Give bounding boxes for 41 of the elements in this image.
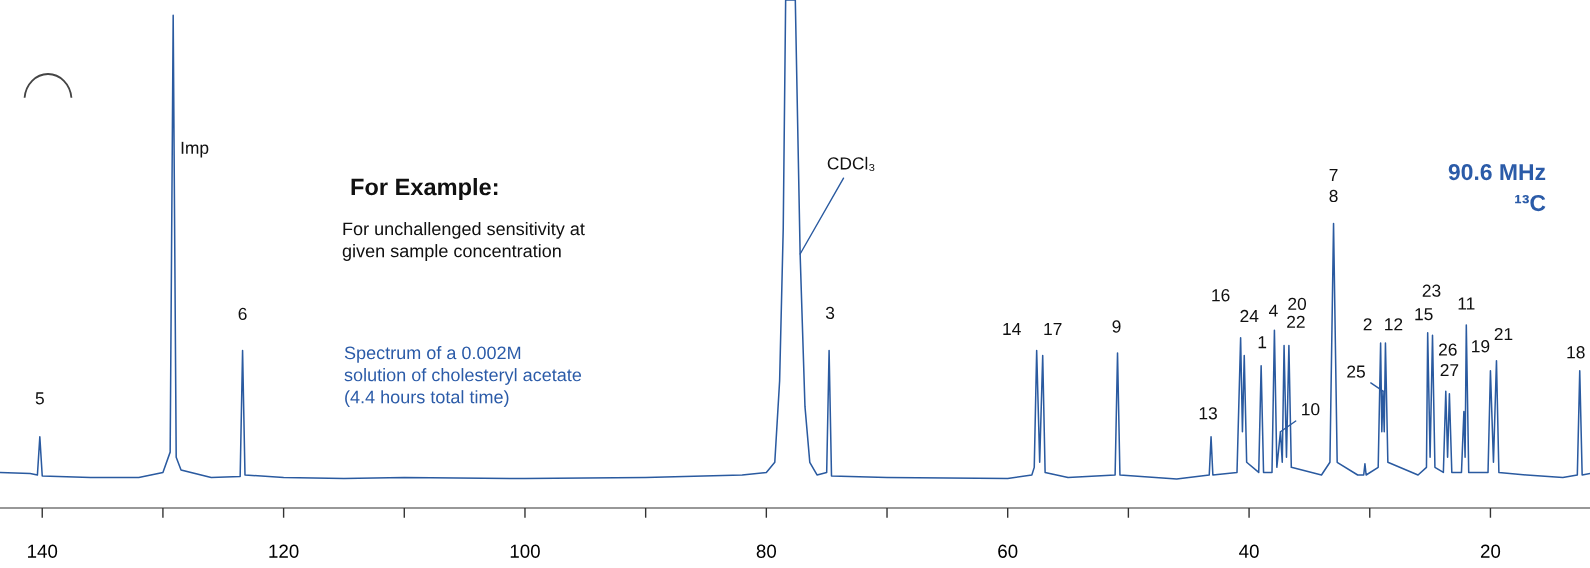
x-tick-label: 100 (510, 544, 540, 558)
annotation: 12 (1385, 318, 1403, 331)
annotation: 23 (1422, 284, 1441, 297)
annotation: 8 (1329, 189, 1338, 203)
annotation: 4 (1268, 304, 1278, 317)
annotation: 22 (1287, 315, 1305, 328)
annotation: ¹³C (1515, 194, 1546, 212)
annotation: 26 (1439, 343, 1457, 356)
annotation: 14 (1003, 322, 1021, 335)
annotation: For unchallenged sensitivity at given sample concentration (342, 222, 585, 261)
x-tick-label: 80 (756, 544, 777, 558)
annotation: 11 (1458, 297, 1475, 310)
annotation: 2 (1363, 318, 1372, 331)
x-tick-label: 20 (1480, 544, 1501, 558)
annotation: 90.6 MHz (1448, 163, 1546, 181)
annotation: 19 (1472, 340, 1490, 353)
annotation: 7 (1329, 168, 1338, 181)
annotation: 1 (1258, 336, 1267, 349)
annotation: CDCl₃ (827, 156, 875, 171)
annotation: 16 (1212, 289, 1230, 302)
annotation: For Example: (351, 178, 498, 200)
annotation: 9 (1112, 320, 1121, 333)
annotation: 13 (1199, 407, 1217, 420)
annotation: 18 (1567, 346, 1585, 359)
annotation: 3 (825, 306, 835, 320)
x-tick-label: 60 (998, 544, 1018, 558)
annotation: Spectrum of a 0.002M solution of cholesteryl acetate (4.4 hours total time) (344, 346, 582, 407)
annotation: 20 (1288, 297, 1307, 311)
annotation: 25 (1347, 365, 1365, 378)
annotation: Imp (181, 141, 209, 158)
x-tick-label: 120 (269, 544, 299, 558)
annotation: 5 (35, 392, 44, 405)
annotation: 21 (1494, 327, 1513, 341)
annotation: 27 (1440, 363, 1459, 377)
annotation: 10 (1302, 403, 1320, 416)
x-tick-label: 40 (1239, 544, 1259, 558)
x-tick-label: 140 (28, 544, 58, 558)
annotation: 24 (1240, 309, 1259, 322)
annotation: 17 (1044, 323, 1062, 335)
annotation: 6 (238, 307, 247, 321)
annotation: 15 (1415, 308, 1433, 321)
